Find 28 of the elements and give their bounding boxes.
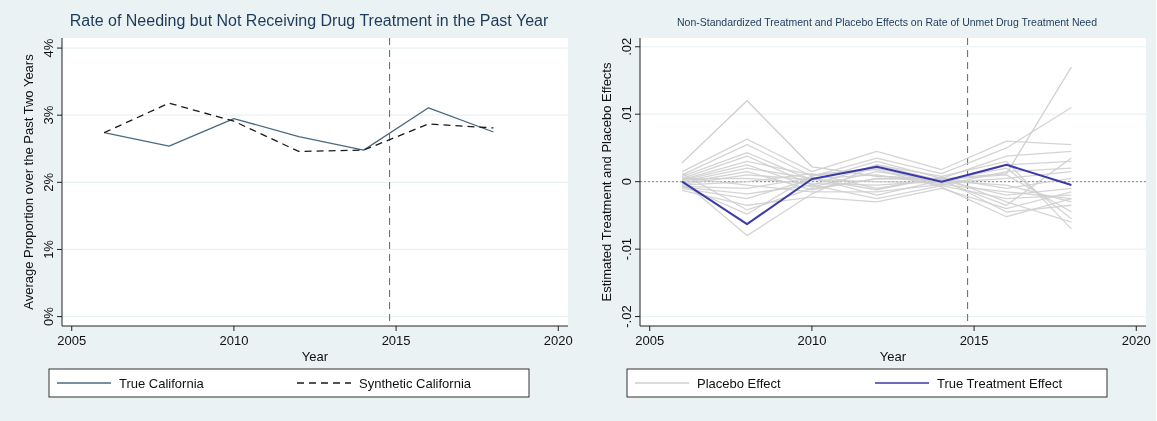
x-axis-title: Year [879, 349, 907, 364]
chart-title: Non-Standardized Treatment and Placebo Effects on Rate of Unmet Drug Treatment Need [676, 16, 1098, 28]
x-tick-label: 2015 [959, 333, 989, 348]
y-tick-label: 2% [41, 172, 56, 192]
x-axis-title: Year [301, 349, 329, 364]
x-tick-label: 2015 [381, 333, 411, 348]
y-tick-label: 0 [619, 178, 634, 186]
chart-title: Rate of Needing but Not Receiving Drug Treatment in the Past Year [69, 12, 549, 29]
x-tick-label: 2020 [1121, 333, 1151, 348]
y-tick-label: .01 [619, 105, 634, 124]
y-tick-label: 0% [41, 306, 56, 326]
x-tick-label: 2005 [635, 333, 665, 348]
legend-label: Placebo Effect [697, 376, 781, 391]
y-axis-title: Estimated Treatment and Placebo Effects [599, 62, 614, 302]
x-tick-label: 2010 [797, 333, 827, 348]
y-tick-label: 4% [41, 38, 56, 58]
legend-label: True Treatment Effect [937, 376, 1063, 391]
x-tick-label: 2005 [57, 333, 87, 348]
legend-label: True California [119, 376, 205, 391]
y-tick-label: -.02 [619, 305, 634, 328]
legend-label: Synthetic California [359, 376, 472, 391]
y-tick-label: -.01 [619, 237, 634, 261]
y-tick-label: 3% [41, 105, 56, 125]
y-tick-label: .02 [619, 37, 634, 56]
y-tick-label: 1% [41, 239, 56, 259]
y-axis-title: Average Proportion over the Past Two Years [21, 53, 36, 310]
x-tick-label: 2010 [219, 333, 249, 348]
x-tick-label: 2020 [543, 333, 573, 348]
